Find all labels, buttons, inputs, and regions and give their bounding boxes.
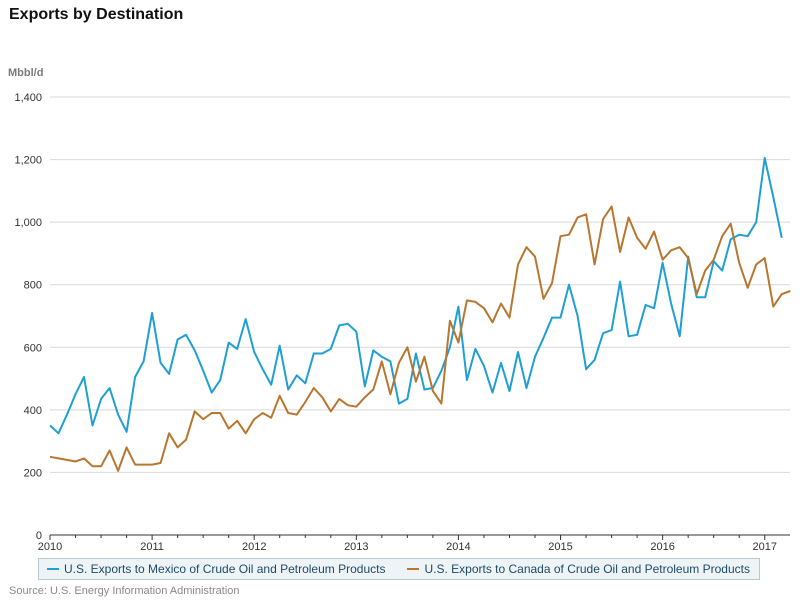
legend-item-mexico[interactable]: U.S. Exports to Mexico of Crude Oil and … — [47, 562, 385, 576]
y-tick-label: 200 — [24, 467, 42, 479]
legend-swatch-mexico — [47, 568, 59, 570]
x-tick-label: 2012 — [242, 541, 266, 553]
y-tick-label: 1,000 — [14, 217, 42, 229]
x-tick-label: 2015 — [548, 541, 572, 553]
y-tick-label: 1,400 — [14, 92, 42, 104]
x-tick-label: 2017 — [753, 541, 777, 553]
y-tick-label: 1,200 — [14, 155, 42, 167]
source-note: Source: U.S. Energy Information Administ… — [9, 585, 240, 597]
legend-label-canada: U.S. Exports to Canada of Crude Oil and … — [424, 562, 750, 576]
legend-swatch-canada — [407, 568, 420, 570]
y-tick-label: 400 — [24, 405, 42, 417]
chart-title: Exports by Destination — [9, 6, 184, 23]
legend: U.S. Exports to Mexico of Crude Oil and … — [38, 558, 760, 580]
x-tick-label: 2014 — [446, 541, 470, 553]
y-axis-label: Mbbl/d — [8, 67, 43, 79]
grid — [50, 96, 790, 473]
x-tick-label: 2013 — [344, 541, 368, 553]
axes: 0 200 400 600 800 1,000 1,200 1,400 2010 2011 2012… — [14, 92, 790, 553]
y-tick-label: 600 — [24, 342, 42, 354]
series-lines — [49, 157, 791, 472]
x-tick-label: 2016 — [650, 541, 674, 553]
x-tick-label: 2010 — [38, 541, 62, 553]
legend-label-mexico: U.S. Exports to Mexico of Crude Oil and … — [64, 562, 386, 576]
series-line-canada — [49, 205, 791, 472]
y-tick-label: 0 — [36, 530, 42, 542]
series-line-mexico — [49, 157, 783, 435]
legend-item-canada[interactable]: U.S. Exports to Canada of Crude Oil and … — [407, 562, 750, 576]
x-tick-label: 2011 — [140, 541, 164, 553]
y-tick-label: 800 — [24, 280, 42, 292]
